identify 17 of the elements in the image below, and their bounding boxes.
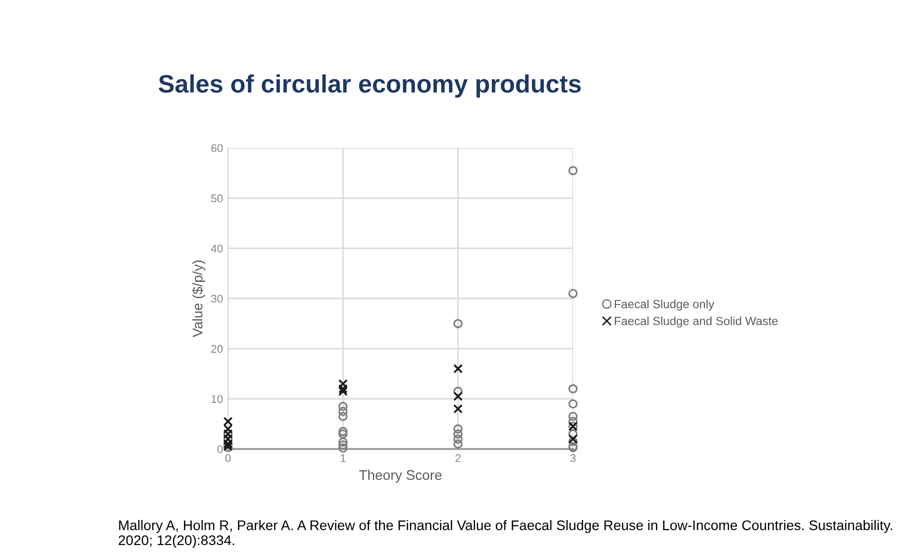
x-tick-label: 1: [340, 454, 346, 462]
chart-title: Sales of circular economy products: [158, 74, 581, 98]
y-axis-title: Value ($/p/y): [192, 260, 206, 338]
legend-label: Faecal Sludge and Solid Waste: [614, 316, 778, 328]
x-tick-label: 2: [455, 454, 461, 462]
x-axis-title: Theory Score: [359, 470, 442, 483]
legend-label: Faecal Sludge only: [614, 300, 714, 311]
y-tick-label: 0: [217, 445, 223, 454]
y-tick-label: 50: [211, 194, 223, 202]
text: Mallory A, Holm R, Parker A. A Review of the Financial Value of Faecal Sludge Reuse in Low-Income Countries. Sustainability. 2020; 12(20):8334.: [118, 520, 892, 548]
y-tick-label: 30: [211, 294, 223, 303]
y-tick-label: 40: [211, 244, 223, 252]
x-tick-label: 3: [570, 454, 576, 462]
y-tick-label: 60: [211, 144, 223, 152]
y-tick-label: 10: [212, 395, 223, 403]
x-tick-label: 0: [225, 454, 231, 462]
y-tick-label: 20: [211, 344, 223, 353]
